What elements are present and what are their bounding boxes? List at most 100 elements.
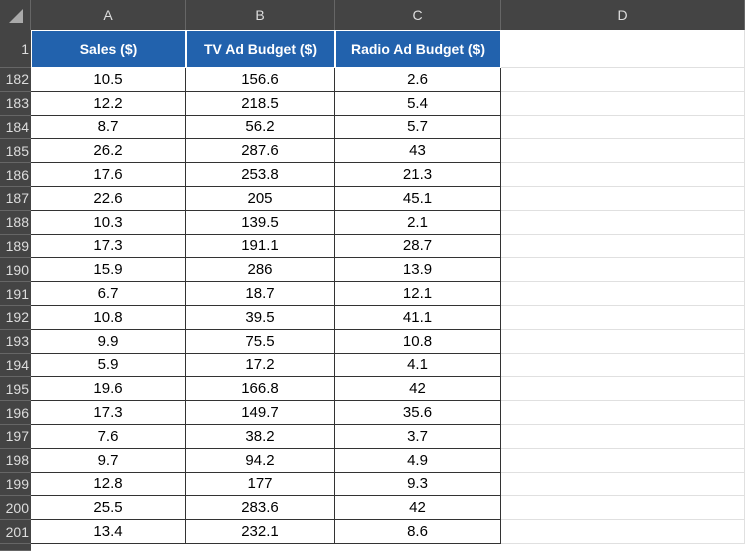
cell[interactable]: 149.7: [186, 401, 335, 425]
cell[interactable]: 45.1: [335, 187, 501, 211]
row-header[interactable]: 198: [0, 448, 31, 473]
empty-cell[interactable]: [501, 377, 745, 402]
header-cell[interactable]: Sales ($): [31, 30, 186, 68]
cell[interactable]: 10.3: [31, 210, 186, 235]
empty-cell[interactable]: [501, 210, 745, 235]
cell[interactable]: 218.5: [186, 91, 335, 116]
cell[interactable]: 18.7: [186, 282, 335, 306]
row-header[interactable]: 1: [0, 30, 31, 68]
cell[interactable]: 5.7: [335, 115, 501, 140]
empty-cell[interactable]: [501, 401, 745, 425]
cell[interactable]: 9.9: [31, 329, 186, 354]
cell[interactable]: 191.1: [186, 234, 335, 259]
cell[interactable]: 166.8: [186, 377, 335, 402]
cell[interactable]: 13.9: [335, 258, 501, 283]
column-header[interactable]: D: [501, 0, 745, 30]
empty-cell[interactable]: [501, 139, 745, 164]
cell[interactable]: 177: [186, 472, 335, 497]
cell[interactable]: 39.5: [186, 306, 335, 330]
cell[interactable]: 5.4: [335, 91, 501, 116]
row-header[interactable]: 184: [0, 115, 31, 140]
row-header[interactable]: 185: [0, 139, 31, 164]
cell[interactable]: 21.3: [335, 163, 501, 187]
cell[interactable]: 12.1: [335, 282, 501, 306]
empty-cell[interactable]: [501, 91, 745, 116]
cell[interactable]: 253.8: [186, 163, 335, 187]
cell[interactable]: 9.7: [31, 448, 186, 473]
cell[interactable]: 2.1: [335, 210, 501, 235]
row-header[interactable]: 200: [0, 496, 31, 521]
cell[interactable]: 3.7: [335, 425, 501, 449]
cell[interactable]: 42: [335, 496, 501, 521]
row-header[interactable]: 187: [0, 187, 31, 211]
cell[interactable]: 12.2: [31, 91, 186, 116]
cell[interactable]: 15.9: [31, 258, 186, 283]
cell[interactable]: 8.6: [335, 520, 501, 544]
empty-cell[interactable]: [501, 282, 745, 306]
row-header[interactable]: 188: [0, 210, 31, 235]
empty-cell[interactable]: [501, 472, 745, 497]
cell[interactable]: 9.3: [335, 472, 501, 497]
row-header[interactable]: [0, 544, 31, 551]
empty-cell[interactable]: [501, 115, 745, 140]
column-header[interactable]: A: [31, 0, 186, 30]
row-header[interactable]: 193: [0, 329, 31, 354]
empty-cell[interactable]: [501, 425, 745, 449]
row-header[interactable]: 197: [0, 425, 31, 449]
cell[interactable]: 283.6: [186, 496, 335, 521]
cell[interactable]: 94.2: [186, 448, 335, 473]
header-cell[interactable]: TV Ad Budget ($): [186, 30, 335, 68]
row-header[interactable]: 199: [0, 472, 31, 497]
cell[interactable]: 5.9: [31, 353, 186, 378]
row-header[interactable]: 195: [0, 377, 31, 402]
cell[interactable]: 41.1: [335, 306, 501, 330]
empty-cell[interactable]: [501, 353, 745, 378]
cell[interactable]: 139.5: [186, 210, 335, 235]
empty-cell[interactable]: [501, 306, 745, 330]
row-header[interactable]: 191: [0, 282, 31, 306]
cell[interactable]: 17.6: [31, 163, 186, 187]
empty-cell[interactable]: [501, 258, 745, 283]
empty-cell[interactable]: [501, 234, 745, 259]
empty-cell[interactable]: [501, 448, 745, 473]
empty-cell[interactable]: [501, 30, 745, 68]
cell[interactable]: 287.6: [186, 139, 335, 164]
cell[interactable]: 6.7: [31, 282, 186, 306]
cell[interactable]: 232.1: [186, 520, 335, 544]
cell[interactable]: 4.9: [335, 448, 501, 473]
select-all[interactable]: [0, 0, 31, 30]
cell[interactable]: 10.5: [31, 68, 186, 92]
empty-cell[interactable]: [501, 68, 745, 92]
cell[interactable]: 17.3: [31, 234, 186, 259]
cell[interactable]: 4.1: [335, 353, 501, 378]
cell[interactable]: 10.8: [31, 306, 186, 330]
cell[interactable]: 26.2: [31, 139, 186, 164]
cell[interactable]: 8.7: [31, 115, 186, 140]
cell[interactable]: 38.2: [186, 425, 335, 449]
cell[interactable]: 22.6: [31, 187, 186, 211]
row-header[interactable]: 194: [0, 353, 31, 378]
cell[interactable]: 28.7: [335, 234, 501, 259]
cell[interactable]: 13.4: [31, 520, 186, 544]
cell[interactable]: 205: [186, 187, 335, 211]
cell[interactable]: 12.8: [31, 472, 186, 497]
cell[interactable]: 19.6: [31, 377, 186, 402]
row-header[interactable]: 189: [0, 234, 31, 259]
cell[interactable]: 17.3: [31, 401, 186, 425]
cell[interactable]: 286: [186, 258, 335, 283]
row-header[interactable]: 186: [0, 163, 31, 187]
cell[interactable]: 2.6: [335, 68, 501, 92]
cell[interactable]: 56.2: [186, 115, 335, 140]
cell[interactable]: 156.6: [186, 68, 335, 92]
row-header[interactable]: 190: [0, 258, 31, 283]
column-header[interactable]: C: [335, 0, 501, 30]
empty-cell[interactable]: [501, 520, 745, 544]
row-header[interactable]: 183: [0, 91, 31, 116]
cell[interactable]: 35.6: [335, 401, 501, 425]
cell[interactable]: 10.8: [335, 329, 501, 354]
cell[interactable]: 17.2: [186, 353, 335, 378]
cell[interactable]: 25.5: [31, 496, 186, 521]
header-cell[interactable]: Radio Ad Budget ($): [335, 30, 501, 68]
empty-cell[interactable]: [501, 187, 745, 211]
empty-cell[interactable]: [501, 329, 745, 354]
